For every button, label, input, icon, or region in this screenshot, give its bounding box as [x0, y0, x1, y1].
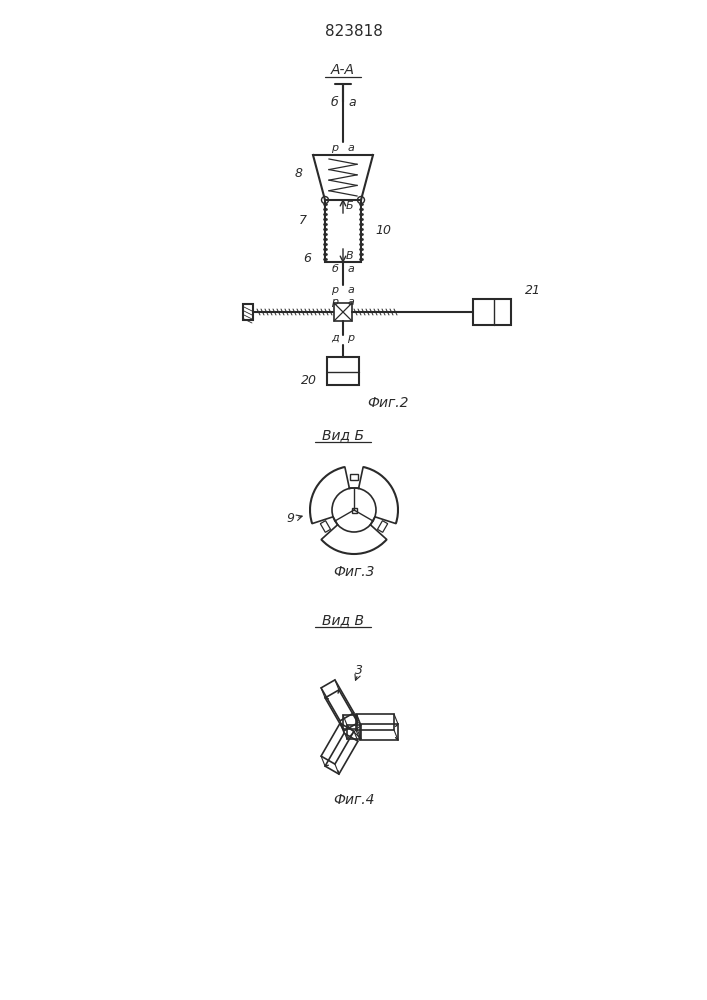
Text: а: а [348, 143, 354, 153]
Text: а: а [348, 285, 354, 295]
Text: А-А: А-А [331, 63, 355, 77]
Text: 10: 10 [375, 225, 391, 237]
Text: а: а [348, 96, 356, 108]
Text: 9: 9 [286, 512, 294, 524]
Text: р: р [332, 285, 339, 295]
Text: 8: 8 [295, 167, 303, 180]
Text: Вид Б: Вид Б [322, 428, 364, 442]
Bar [327, 357, 359, 385]
Text: Фиг.4: Фиг.4 [333, 793, 375, 807]
Text: 7: 7 [299, 215, 307, 228]
Bar [243, 304, 253, 320]
Text: р: р [332, 143, 339, 153]
Text: Фиг.2: Фиг.2 [367, 396, 409, 410]
Text: Фиг.3: Фиг.3 [333, 565, 375, 579]
Text: р: р [347, 333, 355, 343]
Text: д: д [331, 333, 339, 343]
Text: а: а [348, 264, 354, 274]
Text: В: В [346, 251, 354, 261]
Text: б: б [332, 264, 339, 274]
Text: а: а [348, 297, 354, 307]
Bar [350, 474, 358, 480]
Bar [334, 303, 352, 321]
Bar [351, 508, 356, 512]
Text: 21: 21 [525, 284, 541, 298]
Text: 6: 6 [303, 252, 311, 265]
Text: 823818: 823818 [325, 24, 383, 39]
Text: б: б [330, 96, 338, 108]
Bar [325, 200, 361, 262]
Text: Б: Б [346, 201, 354, 211]
Bar [473, 299, 511, 325]
Text: р: р [332, 297, 339, 307]
Text: Вид В: Вид В [322, 613, 364, 627]
Text: 20: 20 [301, 373, 317, 386]
Text: 3: 3 [355, 664, 363, 676]
